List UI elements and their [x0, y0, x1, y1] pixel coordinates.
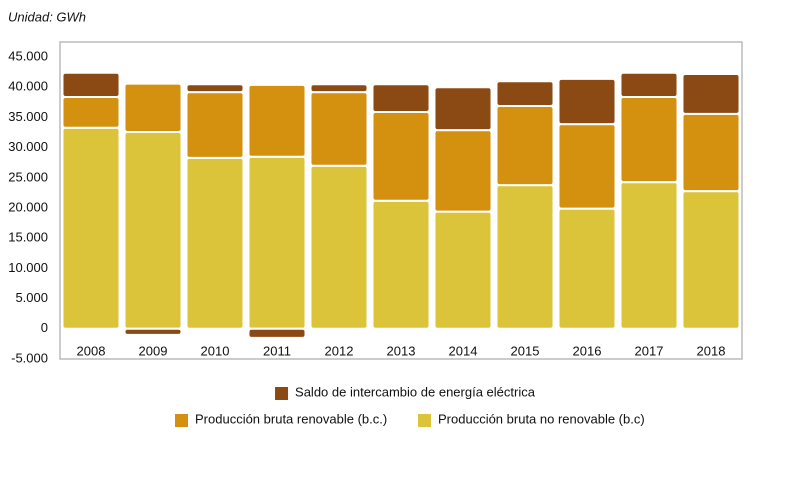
bar-segment [247, 155, 307, 330]
bar-segment [247, 327, 307, 339]
y-tick-label: -5.000 [11, 350, 48, 365]
y-tick-label: 10.000 [8, 260, 48, 275]
bar-segment [371, 83, 431, 114]
bar-segment [495, 105, 555, 187]
bar-segment [495, 80, 555, 108]
y-tick-label: 40.000 [8, 79, 48, 94]
legend-label: Producción bruta renovable (b.c.) [195, 411, 387, 426]
legend-label: Saldo de intercambio de energía eléctric… [295, 384, 536, 399]
x-tick-label: 2012 [325, 343, 354, 358]
bar-segment [619, 71, 679, 98]
bar-segment [557, 77, 617, 126]
y-tick-label: 0 [41, 320, 48, 335]
legend-swatch [418, 414, 431, 427]
bar-segment [123, 82, 183, 133]
bar-segment [371, 199, 431, 330]
x-tick-label: 2017 [635, 343, 664, 358]
bar-segment [61, 95, 121, 129]
bar-segment [309, 164, 369, 330]
legend-swatch [275, 387, 289, 400]
bar-segment [619, 95, 679, 184]
bar-segment [557, 123, 617, 210]
bar-segment [619, 181, 679, 330]
y-tick-label: 20.000 [8, 199, 48, 214]
bar-segment [433, 210, 493, 330]
bar-segment [681, 190, 741, 330]
plot-frame [59, 41, 743, 360]
y-tick-label: 35.000 [8, 109, 48, 124]
bar-segment [185, 91, 245, 159]
bar-segment [185, 156, 245, 330]
bar-segment [247, 83, 307, 158]
bar-segment [557, 207, 617, 330]
bar-segment [309, 83, 369, 94]
x-tick-label: 2013 [387, 343, 416, 358]
y-tick-label: 5.000 [15, 290, 48, 305]
y-tick-label: 30.000 [8, 139, 48, 154]
legend-swatch [175, 414, 188, 427]
x-tick-label: 2009 [139, 343, 168, 358]
x-tick-label: 2011 [263, 343, 291, 358]
y-tick-label: 25.000 [8, 169, 48, 184]
bar-segment [123, 130, 183, 330]
bar-segment [61, 126, 121, 330]
bar-segment [433, 86, 493, 132]
x-tick-label: 2018 [697, 343, 726, 358]
bar-segment [309, 91, 369, 167]
y-tick-label: 45.000 [8, 49, 48, 64]
y-tick-label: 15.000 [8, 230, 48, 245]
bar-segment [185, 83, 245, 94]
bar-segment [681, 73, 741, 115]
bar-segment [61, 71, 121, 98]
bar-segment [433, 129, 493, 213]
x-tick-label: 2010 [201, 343, 230, 358]
x-tick-label: 2008 [77, 343, 106, 358]
x-tick-label: 2016 [573, 343, 602, 358]
legend-label: Producción bruta no renovable (b.c) [438, 411, 645, 426]
x-tick-label: 2015 [511, 343, 540, 358]
bar-segment [495, 184, 555, 330]
bar-segment [123, 327, 183, 336]
bar-segment [371, 111, 431, 202]
bar-segment [681, 112, 741, 193]
x-tick-label: 2014 [449, 343, 478, 358]
chart-subtitle: Unidad: GWh [8, 9, 86, 24]
